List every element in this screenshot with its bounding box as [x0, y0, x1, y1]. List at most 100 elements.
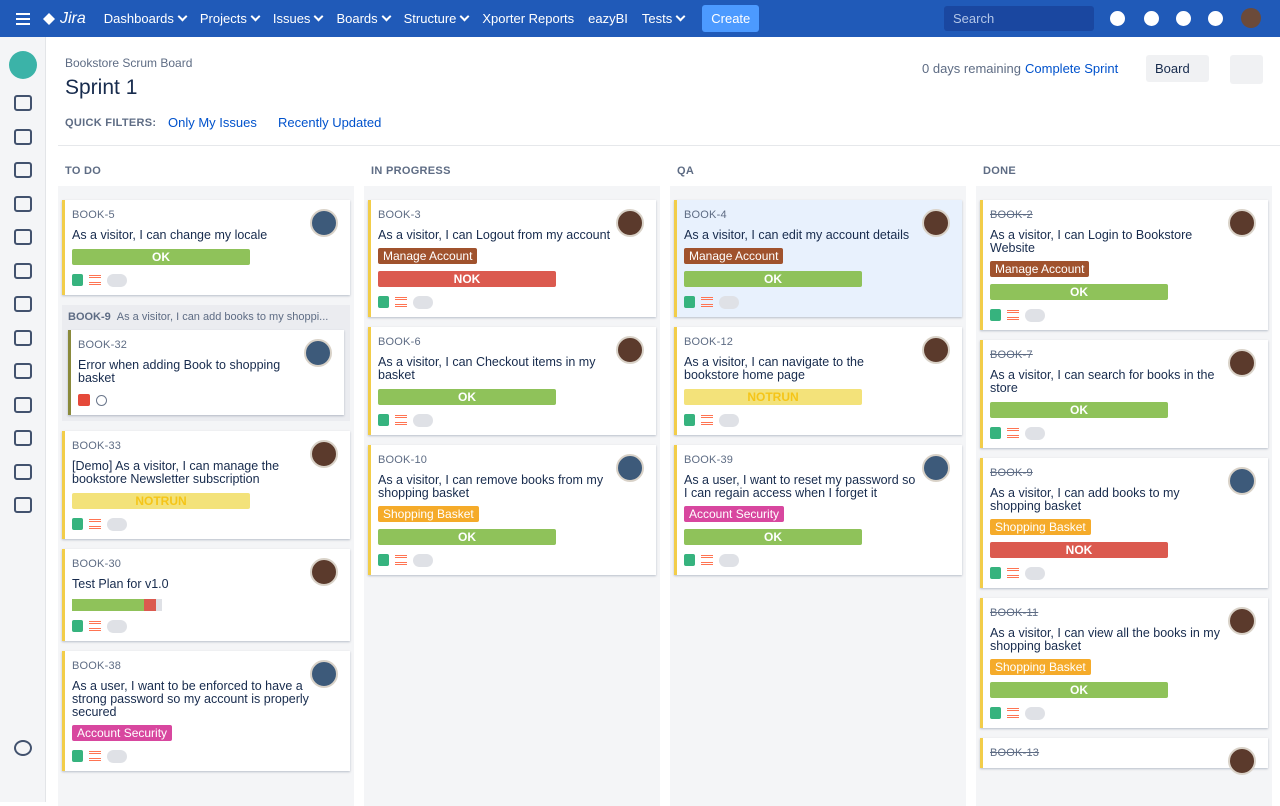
- issue-key[interactable]: BOOK-6: [378, 336, 421, 348]
- issue-key[interactable]: BOOK-38: [72, 660, 122, 672]
- nav-item[interactable]: Projects: [200, 11, 261, 26]
- issue-key[interactable]: BOOK-4: [684, 209, 727, 221]
- estimate-pill: [1025, 566, 1045, 580]
- issue-key[interactable]: BOOK-32: [78, 339, 128, 351]
- test-status: OK: [684, 271, 862, 287]
- nav-item[interactable]: Xporter Reports: [482, 11, 574, 26]
- issue-card[interactable]: BOOK-13: [980, 738, 1268, 775]
- issue-card[interactable]: BOOK-7 As a visitor, I can search for boo…: [980, 340, 1268, 448]
- issue-card[interactable]: BOOK-6 As a visitor, I can Checkout items…: [368, 327, 656, 435]
- issue-card[interactable]: BOOK-11 As a visitor, I can view all the …: [980, 598, 1268, 728]
- issue-key[interactable]: BOOK-33: [72, 440, 122, 452]
- issue-card[interactable]: BOOK-4 As a visitor, I can edit my accoun…: [674, 200, 962, 317]
- issue-card[interactable]: BOOK-12 As a visitor, I can navigate to t…: [674, 327, 962, 435]
- sidebar-icon[interactable]: [14, 195, 32, 212]
- avatar[interactable]: [1241, 8, 1261, 28]
- nav-items: Dashboards Projects Issues Boards Structure X…: [104, 11, 698, 26]
- sprint-title: Sprint 1: [65, 76, 138, 99]
- nav-item-text: Tests: [641, 11, 673, 26]
- sidebar-icon[interactable]: [14, 363, 32, 379]
- card-icons: [72, 619, 310, 633]
- avatar: [310, 660, 338, 688]
- issue-key[interactable]: BOOK-5: [72, 209, 115, 221]
- issue-card[interactable]: BOOK-2 As a visitor, I can Login to Books…: [980, 200, 1268, 330]
- issue-key[interactable]: BOOK-10: [378, 454, 428, 466]
- nav-item[interactable]: Dashboards: [104, 11, 188, 26]
- sidebar-icon[interactable]: [14, 95, 32, 111]
- issue-key[interactable]: BOOK-7: [990, 349, 1033, 361]
- issue-card[interactable]: BOOK-30 Test Plan for v1.0: [62, 549, 350, 641]
- sidebar-icon[interactable]: [14, 430, 32, 446]
- issue-key[interactable]: BOOK-9: [990, 467, 1033, 479]
- board-button[interactable]: Board: [1146, 55, 1209, 82]
- subtask-card[interactable]: BOOK-32 Error when adding Book to shoppin…: [68, 330, 344, 415]
- issue-card[interactable]: BOOK-33 [Demo] As a visitor, I can manage…: [62, 431, 350, 539]
- story-icon: [378, 414, 389, 426]
- nav-item[interactable]: Tests: [641, 11, 686, 26]
- issue-card[interactable]: BOOK-39 As a user, I want to reset my pas…: [674, 445, 962, 575]
- issue-card[interactable]: BOOK-38 As a user, I want to be enforced …: [62, 651, 350, 771]
- sidebar-icon[interactable]: [14, 396, 32, 413]
- icon[interactable]: [1176, 11, 1191, 26]
- search-box[interactable]: Search: [944, 6, 1094, 31]
- issue-card[interactable]: BOOK-10 As a visitor, I can remove books …: [368, 445, 656, 575]
- board-column: IN PROGRESS BOOK-3 As a visitor, I can Log…: [364, 146, 660, 806]
- issue-key[interactable]: BOOK-11: [990, 607, 1039, 619]
- sidebar-icon[interactable]: [14, 497, 32, 513]
- icon[interactable]: [1144, 11, 1159, 26]
- caret: [381, 11, 392, 22]
- issue-label: Manage Account: [684, 248, 784, 264]
- nav-item[interactable]: Structure: [404, 11, 470, 26]
- issue-key[interactable]: BOOK-3: [378, 209, 421, 221]
- avatar: [616, 336, 644, 364]
- nav-item-text: Issues: [272, 11, 311, 26]
- sidebar-icon[interactable]: [14, 296, 32, 312]
- quick-filter[interactable]: Recently Updated: [278, 115, 382, 130]
- parent-header[interactable]: BOOK-9 As a visitor, I can add books to m…: [66, 311, 344, 323]
- issue-key[interactable]: BOOK-12: [684, 336, 734, 348]
- sidebar-icon[interactable]: [14, 128, 32, 145]
- filters-label: QUICK FILTERS:: [65, 117, 157, 129]
- column-body: BOOK-2 As a visitor, I can Login to Books…: [976, 186, 1272, 806]
- icon[interactable]: [1208, 11, 1223, 26]
- sidebar-icon[interactable]: [14, 463, 32, 480]
- parent-summary: As a visitor, I can add books to my shop…: [116, 311, 329, 323]
- settings-icon[interactable]: [14, 740, 32, 756]
- priority-icon: [395, 297, 407, 307]
- column-body: BOOK-4 As a visitor, I can edit my accoun…: [670, 186, 966, 806]
- nav-item[interactable]: eazyBI: [588, 11, 628, 26]
- sidebar-icon[interactable]: [14, 229, 32, 245]
- sidebar-icon[interactable]: [14, 162, 32, 178]
- issue-card[interactable]: BOOK-5 As a visitor, I can change my loca…: [62, 200, 350, 295]
- avatar: [1228, 467, 1256, 495]
- icon[interactable]: [1110, 11, 1125, 26]
- issue-key[interactable]: BOOK-39: [684, 454, 734, 466]
- nav-item[interactable]: Boards: [336, 11, 392, 26]
- nav-item[interactable]: Issues: [272, 11, 324, 26]
- sidebar-icon[interactable]: [14, 329, 32, 346]
- quick-filter[interactable]: Only My Issues: [168, 115, 257, 130]
- caret: [675, 11, 686, 22]
- issue-card[interactable]: BOOK-9 As a visitor, I can add books to m…: [980, 458, 1268, 588]
- issue-key[interactable]: BOOK-30: [72, 558, 122, 570]
- create-button[interactable]: Create: [702, 5, 760, 32]
- breadcrumb[interactable]: Bookstore Scrum Board: [65, 56, 193, 70]
- project-avatar[interactable]: [9, 51, 37, 79]
- expand-button[interactable]: [1230, 55, 1263, 84]
- issue-key[interactable]: BOOK-13: [990, 747, 1040, 759]
- issue-key[interactable]: BOOK-2: [990, 209, 1033, 221]
- issue-summary: As a visitor, I can change my locale: [72, 228, 268, 242]
- column-header: TO DO: [65, 165, 102, 177]
- priority-icon: [1007, 568, 1019, 578]
- priority-icon: [89, 519, 101, 529]
- logo[interactable]: Jira: [42, 10, 86, 28]
- complete-sprint[interactable]: Complete Sprint: [1025, 61, 1119, 76]
- sidebar-icon[interactable]: [14, 262, 32, 279]
- board: TO DO BOOK-5 As a visitor, I can change my…: [58, 145, 1280, 806]
- card-icons: [72, 517, 310, 531]
- priority-icon: [395, 555, 407, 565]
- avatar: [1228, 209, 1256, 237]
- avatar: [310, 209, 338, 237]
- issue-card[interactable]: BOOK-3 As a visitor, I can Logout from my…: [368, 200, 656, 317]
- menu-icon[interactable]: [16, 12, 30, 25]
